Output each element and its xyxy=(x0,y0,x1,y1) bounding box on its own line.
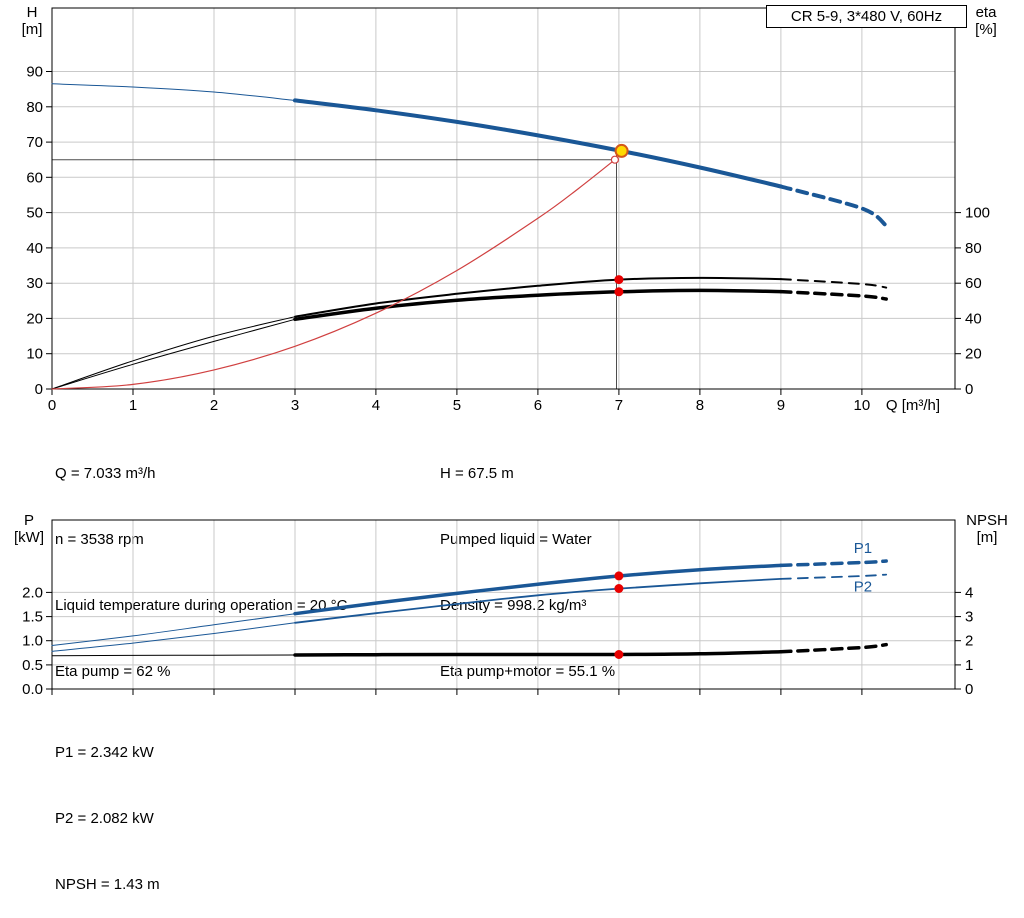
left-tick-label: 40 xyxy=(26,240,43,257)
duty-point[interactable] xyxy=(614,143,629,158)
p1-curve xyxy=(779,559,888,568)
npsh-axis-unit: [m] xyxy=(976,529,998,546)
x-tick-label: 9 xyxy=(777,397,785,414)
info-p1: P1 = 2.342 kW xyxy=(55,744,154,761)
x-tick-label: 6 xyxy=(534,397,542,414)
right-tick-label: 0 xyxy=(965,681,973,698)
x-tick-label: 7 xyxy=(615,397,623,414)
eta-pump-motor-curve xyxy=(779,289,888,301)
right-tick-label: 80 xyxy=(965,240,982,257)
right-tick-label: 4 xyxy=(965,584,973,601)
x-tick-label: 10 xyxy=(854,397,871,414)
pump-model-box: CR 5-9, 3*480 V, 60Hz xyxy=(766,5,967,28)
info-speed: n = 3538 rpm xyxy=(55,531,144,548)
right-tick-label: 2 xyxy=(965,633,973,650)
right-tick-label: 0 xyxy=(965,381,973,398)
right-tick-label: 40 xyxy=(965,310,982,327)
operating-point-dot xyxy=(614,287,624,297)
operating-point-dot xyxy=(614,571,624,581)
eta-axis-unit: [%] xyxy=(975,21,997,38)
eta-axis-title: eta xyxy=(975,4,997,21)
power-axis-title: P xyxy=(23,512,34,529)
duty-info-right: H = 67.5 m Pumped liquid = Water Density… xyxy=(440,419,615,705)
info-p2: P2 = 2.082 kW xyxy=(55,810,154,827)
x-tick-label: 1 xyxy=(129,397,137,414)
npsh-curve xyxy=(51,654,296,657)
npsh-curve xyxy=(293,650,783,657)
left-tick-label: 70 xyxy=(26,134,43,151)
info-eta-pump: Eta pump = 62 % xyxy=(55,663,171,680)
left-tick-label: 50 xyxy=(26,205,43,222)
curve-label-p2: P2 xyxy=(854,579,872,596)
info-flow: Q = 7.033 m³/h xyxy=(55,465,156,482)
power-axis-label: P [kW] xyxy=(9,512,49,546)
left-tick-label: 1.5 xyxy=(22,609,43,626)
left-tick-label: 1.0 xyxy=(22,633,43,650)
x-tick-label: 2 xyxy=(210,397,218,414)
eta-pump-motor-curve xyxy=(293,288,783,322)
right-tick-label: 60 xyxy=(965,275,982,292)
npsh-axis-title: NPSH xyxy=(966,512,1008,529)
x-tick-label: 0 xyxy=(48,397,56,414)
system-curve-end-circle xyxy=(610,155,620,164)
right-tick-label: 20 xyxy=(965,346,982,363)
left-tick-label: 20 xyxy=(26,310,43,327)
x-tick-label: 8 xyxy=(696,397,704,414)
power-axis-unit: [kW] xyxy=(14,529,44,546)
info-head: H = 67.5 m xyxy=(440,465,514,482)
pump-curve xyxy=(778,184,889,228)
info-npsh: NPSH = 1.43 m xyxy=(55,876,160,893)
eta-pump-curve xyxy=(294,276,782,318)
eta-axis-label: eta [%] xyxy=(963,4,1009,38)
plot-frame xyxy=(51,519,956,690)
eta-pump-curve xyxy=(779,278,888,289)
left-tick-label: 0.5 xyxy=(22,657,43,674)
left-tick-label: 0.0 xyxy=(22,681,43,698)
head-axis-title: H xyxy=(26,4,38,21)
power-chart-svg: 0.0 0.5 1.0 1.5 2.0 0 1 2 3 4 P1 P2 xyxy=(22,519,973,698)
pump-curve xyxy=(293,98,783,189)
x-tick-label: 5 xyxy=(453,397,461,414)
p1-curve xyxy=(293,563,783,616)
right-tick-label: 100 xyxy=(965,205,990,222)
npsh-curve xyxy=(779,642,888,654)
operating-point-dot xyxy=(614,650,624,659)
p2-curve xyxy=(51,622,296,652)
x-tick-label: 3 xyxy=(291,397,299,414)
info-pumped-liquid: Pumped liquid = Water xyxy=(440,531,592,548)
x-tick-label: 4 xyxy=(372,397,380,414)
power-info: P1 = 2.342 kW P2 = 2.082 kW NPSH = 1.43 … xyxy=(55,698,160,918)
left-tick-label: 80 xyxy=(26,99,43,116)
head-axis-unit: [m] xyxy=(21,21,43,38)
system-curve xyxy=(51,159,616,390)
left-tick-label: 30 xyxy=(26,275,43,292)
left-tick-label: 2.0 xyxy=(22,584,43,601)
plot-frame xyxy=(51,7,956,390)
curve-label-p1: P1 xyxy=(854,540,872,557)
operating-point-dot xyxy=(614,275,624,285)
head-axis-label: H [m] xyxy=(12,4,52,38)
operating-point-dot xyxy=(614,584,624,593)
left-tick-label: 0 xyxy=(35,381,43,398)
right-tick-label: 1 xyxy=(965,657,973,674)
pump-curve xyxy=(51,83,296,101)
head-chart-svg: 0 10 20 30 40 50 60 70 80 90 0 20 40 60 80 100 0 1 2 3 4 5 6 7 8… xyxy=(26,7,990,414)
p1-curve xyxy=(51,613,296,646)
left-tick-label: 90 xyxy=(26,64,43,81)
left-tick-label: 10 xyxy=(26,346,43,363)
eta-pump-motor-curve xyxy=(51,318,296,390)
npsh-axis-label: NPSH [m] xyxy=(959,512,1015,546)
x-axis-unit-label: Q [m³/h] xyxy=(886,397,940,414)
eta-pump-curve xyxy=(51,316,296,390)
p2-curve xyxy=(780,573,888,580)
p2-curve xyxy=(294,578,782,624)
right-tick-label: 3 xyxy=(965,609,973,626)
left-tick-label: 60 xyxy=(26,169,43,186)
